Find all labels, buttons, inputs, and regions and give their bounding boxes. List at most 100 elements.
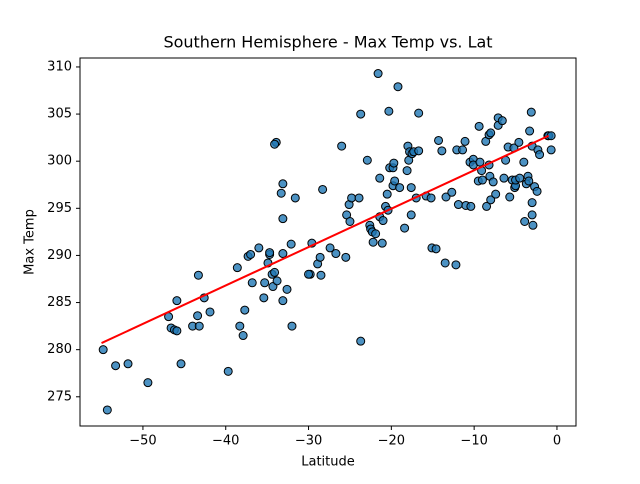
data-point (528, 220, 538, 230)
y-tick-label: 295 (47, 201, 72, 216)
data-point (172, 326, 182, 336)
data-point (475, 157, 485, 167)
data-point (458, 145, 468, 155)
data-point (377, 238, 387, 248)
data-point (451, 260, 461, 270)
data-point (98, 345, 108, 355)
data-point (524, 176, 534, 186)
x-tick-label: −30 (295, 434, 322, 449)
data-point (488, 177, 498, 187)
data-point (143, 378, 153, 388)
x-tick-label: 0 (553, 434, 561, 449)
data-point (172, 296, 182, 306)
data-point (223, 366, 233, 376)
y-tick-label: 285 (47, 295, 72, 310)
data-point (499, 173, 509, 183)
data-point (497, 116, 507, 126)
data-point (270, 139, 280, 149)
y-tick-label: 305 (47, 107, 72, 122)
data-point (375, 173, 385, 183)
data-point (384, 106, 394, 116)
data-point (337, 141, 347, 151)
data-point (354, 193, 364, 203)
data-point (282, 284, 292, 294)
data-point (193, 270, 203, 280)
data-point (441, 192, 451, 202)
data-point (477, 175, 487, 185)
data-point (486, 128, 496, 138)
data-point (123, 359, 133, 369)
data-point (341, 252, 351, 262)
data-point (519, 157, 529, 167)
data-point (400, 223, 410, 233)
data-point (378, 216, 388, 226)
data-point (527, 198, 537, 208)
data-point (111, 361, 121, 371)
y-tick-label: 275 (47, 389, 72, 404)
data-point (434, 135, 444, 145)
data-point (176, 359, 186, 369)
data-point (287, 321, 297, 331)
data-point (316, 270, 326, 280)
chart-title: Southern Hemisphere - Max Temp vs. Lat (163, 33, 492, 52)
y-axis-label: Max Temp (23, 209, 38, 275)
data-point (331, 249, 341, 259)
data-point (235, 321, 245, 331)
data-point (447, 187, 457, 197)
data-point (286, 239, 296, 249)
data-point (205, 307, 215, 317)
data-point (474, 121, 484, 131)
data-point (356, 109, 366, 119)
x-axis-label: Latitude (301, 455, 355, 470)
data-point (437, 146, 447, 156)
data-point (254, 243, 264, 253)
data-point (373, 69, 383, 79)
data-point (278, 296, 288, 306)
data-point (278, 214, 288, 224)
data-point (535, 150, 545, 160)
data-point (325, 243, 335, 253)
data-point (402, 166, 412, 176)
data-point (290, 193, 300, 203)
x-tick-label: −50 (129, 434, 156, 449)
data-point (414, 108, 424, 118)
data-point (395, 183, 405, 193)
data-point (393, 82, 403, 92)
data-point (345, 217, 355, 227)
data-point (466, 201, 476, 211)
y-tick-label: 280 (47, 342, 72, 357)
data-point (520, 217, 530, 227)
data-point (406, 210, 416, 220)
data-point (406, 183, 416, 193)
data-point (368, 237, 378, 247)
data-point (304, 269, 314, 279)
data-point (347, 193, 357, 203)
y-tick-label: 300 (47, 154, 72, 169)
data-point (193, 311, 203, 321)
data-point (453, 200, 463, 210)
data-point (414, 146, 424, 156)
data-point (532, 186, 542, 196)
data-point (526, 107, 536, 117)
data-point (426, 193, 436, 203)
data-point (440, 258, 450, 268)
data-point (270, 267, 280, 277)
data-point (260, 278, 270, 288)
y-tick-label: 290 (47, 248, 72, 263)
data-point (278, 249, 288, 259)
data-point (232, 263, 242, 273)
data-point (276, 188, 286, 198)
data-point (356, 336, 366, 346)
data-point (318, 184, 328, 194)
data-point (505, 192, 515, 202)
y-tick-label: 310 (47, 59, 72, 74)
data-point (240, 305, 250, 315)
data-point (486, 195, 496, 205)
data-point (390, 176, 400, 186)
x-tick-label: −40 (212, 434, 239, 449)
data-point (315, 252, 325, 262)
x-tick-label: −10 (460, 434, 487, 449)
data-point (491, 189, 501, 199)
regression-line (101, 134, 550, 344)
plot-frame (79, 57, 577, 427)
